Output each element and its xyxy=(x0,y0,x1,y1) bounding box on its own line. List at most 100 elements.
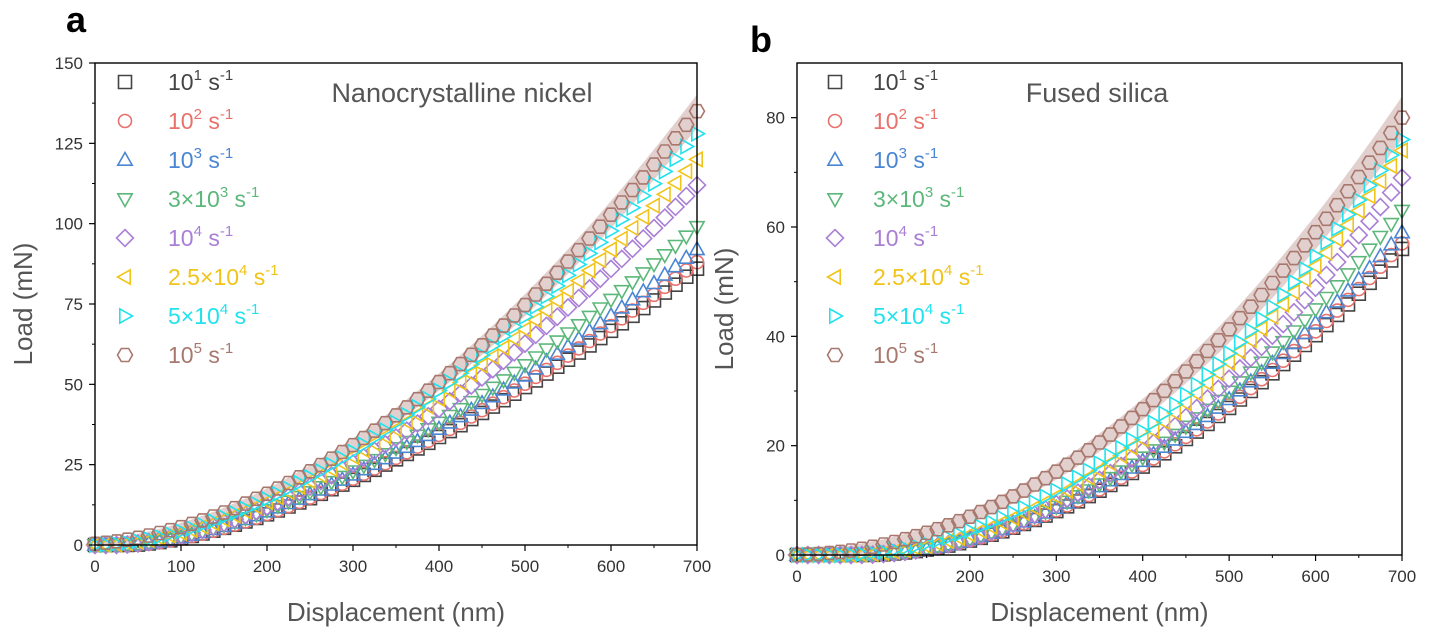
data-point xyxy=(677,117,695,133)
x-tick-label: 200 xyxy=(956,567,984,586)
data-point xyxy=(691,125,707,143)
data-point xyxy=(204,509,222,524)
data-point xyxy=(548,292,564,310)
data-point xyxy=(625,308,640,324)
legend-label: 2.5×104 s-1 xyxy=(168,262,279,290)
data-point xyxy=(1093,454,1109,472)
data-point xyxy=(591,251,607,269)
data-point xyxy=(379,421,395,439)
legend-entry: 5×104 s-1 xyxy=(829,301,964,329)
data-point xyxy=(1047,488,1063,506)
legend-label: 5×104 s-1 xyxy=(168,301,259,329)
data-point xyxy=(1071,469,1088,487)
data-point xyxy=(1068,475,1084,493)
legend-marker xyxy=(115,228,135,248)
data-point xyxy=(343,448,359,466)
legend-label: 103 s-1 xyxy=(168,145,233,173)
data-point xyxy=(1177,364,1195,379)
data-point xyxy=(971,522,987,540)
data-point xyxy=(1331,220,1347,238)
data-point xyxy=(1371,140,1389,156)
legend-label: 102 s-1 xyxy=(168,106,233,134)
data-point xyxy=(613,195,631,210)
legend-marker xyxy=(825,228,845,248)
data-point xyxy=(336,449,352,467)
data-point xyxy=(582,338,597,353)
legend-marker xyxy=(119,307,135,325)
data-point xyxy=(677,248,695,264)
data-point xyxy=(183,516,201,532)
data-point xyxy=(1296,314,1314,330)
data-point xyxy=(1285,325,1303,341)
legend-entry: 103 s-1 xyxy=(116,145,233,173)
data-point xyxy=(1232,392,1248,407)
x-tick-label: 400 xyxy=(1129,567,1157,586)
data-point xyxy=(410,441,425,456)
data-point xyxy=(390,414,406,432)
data-point xyxy=(495,374,512,390)
x-tick-label: 400 xyxy=(425,557,453,576)
data-point xyxy=(452,356,469,372)
legend-label: 3×103 s-1 xyxy=(873,184,964,212)
data-point xyxy=(548,335,566,351)
x-axis-label: Displacement (nm) xyxy=(287,597,505,627)
data-point xyxy=(810,546,828,562)
data-point xyxy=(1145,392,1162,408)
data-point xyxy=(194,513,211,528)
y-tick-label: 0 xyxy=(74,536,83,555)
data-point xyxy=(515,321,531,339)
legend-entry: 101 s-1 xyxy=(117,67,233,95)
data-point xyxy=(430,374,448,390)
legend-entry: 105 s-1 xyxy=(826,340,938,368)
x-tick-label: 600 xyxy=(597,557,625,576)
data-point xyxy=(1329,303,1345,318)
data-point xyxy=(612,230,628,248)
legend-marker xyxy=(116,150,134,166)
data-point xyxy=(400,406,416,424)
data-point xyxy=(571,341,587,356)
data-point xyxy=(1025,499,1041,517)
legend-label: 104 s-1 xyxy=(873,223,938,251)
legend-entry: 2.5×104 s-1 xyxy=(115,262,279,290)
x-axis-label: Displacement (nm) xyxy=(990,597,1208,627)
legend-label: 103 s-1 xyxy=(873,145,938,173)
data-point xyxy=(842,543,860,558)
data-point xyxy=(637,187,653,205)
data-point xyxy=(666,174,682,192)
x-tick-label: 100 xyxy=(869,567,897,586)
legend-entry: 104 s-1 xyxy=(825,223,938,251)
y-tick-label: 100 xyxy=(55,215,83,234)
data-point xyxy=(864,539,882,554)
x-tick-label: 500 xyxy=(511,557,539,576)
data-point xyxy=(314,462,330,480)
data-point xyxy=(1328,197,1346,213)
data-point xyxy=(644,218,664,238)
data-point xyxy=(519,308,535,326)
data-point xyxy=(365,434,381,452)
data-point xyxy=(454,364,470,382)
legend-entry: 5×104 s-1 xyxy=(119,301,259,329)
data-point xyxy=(929,521,946,537)
legend-marker xyxy=(827,74,843,90)
data-point xyxy=(355,459,373,475)
data-point xyxy=(1338,216,1354,234)
panel-letter-b: b xyxy=(750,19,772,60)
data-point xyxy=(1209,394,1227,410)
data-point xyxy=(1317,211,1335,227)
data-point xyxy=(634,208,650,226)
data-point xyxy=(614,310,630,326)
data-point xyxy=(1243,380,1259,396)
data-point xyxy=(570,329,588,345)
data-point xyxy=(1209,398,1227,414)
data-point xyxy=(1231,310,1249,326)
data-point xyxy=(1212,355,1228,373)
data-point xyxy=(648,175,664,193)
data-point xyxy=(613,284,631,301)
data-point xyxy=(570,242,588,258)
data-point xyxy=(386,420,402,438)
data-point xyxy=(1352,191,1368,209)
data-point xyxy=(376,427,392,445)
data-point xyxy=(548,265,566,280)
data-point xyxy=(1393,110,1411,125)
data-point xyxy=(985,513,1001,531)
